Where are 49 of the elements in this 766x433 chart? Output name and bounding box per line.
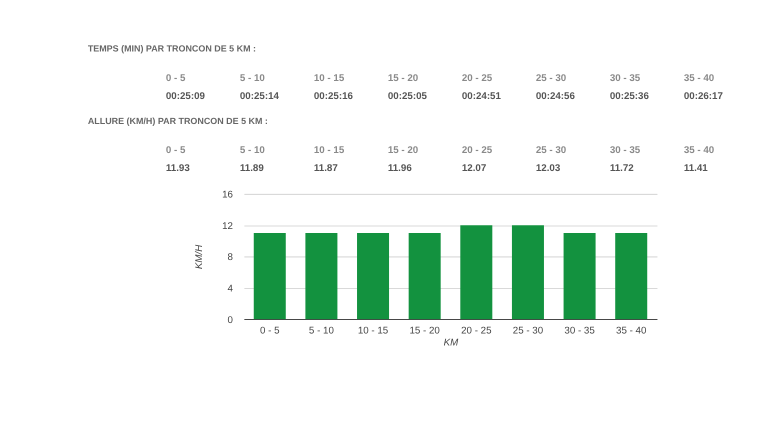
category-label: 35 - 40 [684,72,715,84]
category-label: 20 - 25 [462,145,493,156]
x-axis-title: KM [444,338,460,349]
x-tick-label: 25 - 30 [512,325,544,336]
text: ALLURE (KM/H) PAR TRONCON DE 5 KM : [88,116,268,126]
data-label: 12.03 [536,163,561,174]
x-tick-label: 0 - 5 [260,325,280,336]
category-label: 5 - 10 [240,145,266,156]
text: 00:25:05 [388,90,428,102]
category-label: 5 - 10 [240,72,266,84]
category-label: 15 - 20 [388,72,419,84]
y-axis-title: KM/H [194,244,205,270]
text: 00:25:14 [240,90,280,102]
category-label: 25 - 30 [536,145,567,156]
text: 00:25:16 [314,90,354,102]
x-tick-label: 30 - 35 [564,325,596,336]
category-label: 20 - 25 [462,72,493,84]
y-tick-label: 12 [222,220,233,232]
category-label: 30 - 35 [610,72,641,84]
x-tick-label: 5 - 10 [308,325,334,336]
category-label: 35 - 40 [684,145,715,156]
x-tick-label: 10 - 15 [358,325,389,336]
text: 00:24:56 [536,90,576,102]
data-label: 11.96 [388,163,412,174]
category-label: 10 - 15 [314,72,345,84]
y-tick-label: 4 [228,283,234,294]
text: 00:24:51 [462,90,502,102]
y-tick-label: 0 [228,314,234,326]
data-label: 12.07 [462,163,486,174]
x-tick-label: 20 - 25 [461,325,492,336]
category-label: 30 - 35 [610,145,641,156]
text: 00:25:09 [166,90,206,102]
y-tick-label: 8 [228,252,233,264]
x-tick-label: 35 - 40 [616,325,647,336]
data-label: 11.93 [166,163,190,174]
data-label: 11.41 [684,163,708,174]
category-label: 15 - 20 [388,145,419,156]
text: 00:25:36 [610,90,650,102]
text: TEMPS (MIN) PAR TRONCON DE 5 KM : [88,44,256,54]
category-label: 10 - 15 [314,145,345,156]
text: 00:26:17 [684,90,723,102]
data-label: 11.87 [314,163,338,174]
x-tick-label: 15 - 20 [409,325,440,336]
data-label: 11.89 [240,163,264,174]
category-label: 0 - 5 [166,145,186,156]
category-label: 0 - 5 [166,72,186,84]
y-tick-label: 16 [222,190,233,201]
data-label: 11.72 [610,163,634,174]
category-label: 25 - 30 [536,72,567,84]
